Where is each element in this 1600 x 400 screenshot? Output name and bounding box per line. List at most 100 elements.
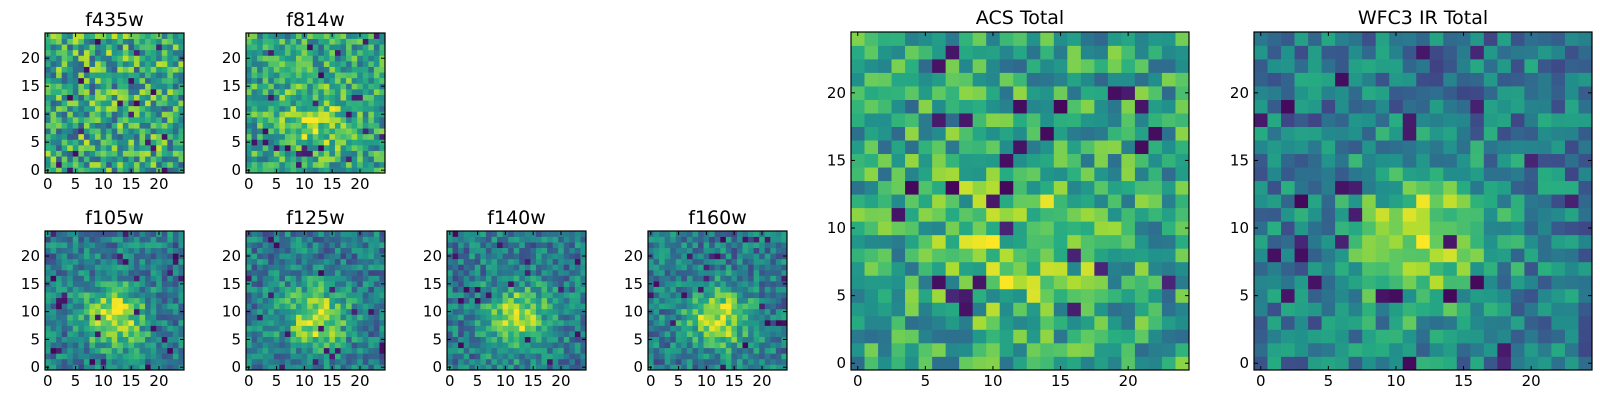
heatmap-cell: [851, 221, 865, 236]
heatmap-cell: [1402, 356, 1417, 371]
heatmap-cell: [1053, 329, 1068, 344]
heatmap-cell: [945, 329, 960, 344]
heatmap-cell: [519, 342, 526, 349]
heatmap-cell: [905, 180, 919, 195]
heatmap-cell: [703, 325, 710, 332]
heatmap-cell: [351, 269, 358, 276]
heatmap-cell: [106, 49, 113, 56]
heatmap-cell: [1067, 180, 1082, 195]
heatmap-cell: [535, 236, 542, 243]
heatmap-cell: [61, 269, 68, 276]
heatmap-cell: [139, 150, 146, 157]
heatmap-cell: [563, 353, 570, 360]
heatmap-cell: [458, 247, 465, 254]
heatmap-cell: [150, 49, 157, 56]
heatmap-cell: [775, 236, 782, 243]
heatmap-cell: [117, 38, 124, 45]
heatmap-cell: [485, 286, 492, 293]
heatmap-cell: [692, 353, 699, 360]
heatmap-cell: [753, 358, 760, 365]
heatmap-cell: [458, 308, 465, 315]
heatmap-cell: [312, 331, 319, 337]
heatmap-cell: [56, 38, 63, 45]
heatmap-cell: [474, 308, 481, 315]
heatmap-cell: [547, 364, 553, 371]
heatmap-cell: [100, 128, 107, 135]
heatmap-cell: [563, 319, 570, 326]
heatmap-cell: [312, 347, 319, 354]
heatmap-cell: [1094, 167, 1109, 182]
heatmap-cell: [474, 253, 481, 260]
heatmap-cell: [686, 319, 693, 326]
heatmap-cell: [117, 33, 124, 39]
heatmap-cell: [447, 358, 453, 365]
heatmap-cell: [351, 44, 358, 51]
heatmap-cell: [1497, 342, 1512, 357]
heatmap-cell: [161, 325, 168, 332]
heatmap-cell: [1040, 234, 1055, 249]
heatmap-cell: [301, 314, 308, 321]
heatmap-cell: [161, 167, 168, 174]
heatmap-cell: [547, 281, 553, 287]
heatmap-cell: [547, 342, 553, 349]
heatmap-cell: [100, 94, 107, 101]
heatmap-cell: [563, 297, 570, 304]
heatmap-cell: [1483, 275, 1498, 290]
heatmap-cell: [753, 275, 760, 282]
heatmap-cell: [117, 49, 124, 56]
heatmap-cell: [905, 99, 919, 114]
heatmap-cell: [864, 86, 879, 100]
heatmap-cell: [56, 258, 63, 265]
heatmap-cell: [78, 44, 85, 51]
heatmap-cell: [368, 336, 375, 343]
heatmap-cell: [279, 49, 286, 56]
heatmap-cell: [670, 286, 677, 293]
heatmap-cell: [664, 297, 671, 304]
heatmap-cell: [279, 150, 286, 157]
heatmap-cell: [111, 303, 118, 310]
heatmap-cell: [284, 281, 291, 287]
heatmap-cell: [161, 297, 168, 304]
heatmap-cell: [334, 308, 341, 315]
heatmap-cell: [972, 167, 987, 182]
heatmap-cell: [95, 94, 101, 101]
heatmap-cell: [323, 342, 330, 349]
heatmap-cell: [508, 325, 515, 332]
heatmap-cell: [1107, 140, 1122, 155]
heatmap-cell: [67, 331, 74, 337]
heatmap-cell: [357, 72, 364, 79]
heatmap-cell: [268, 364, 275, 371]
heatmap-cell: [709, 353, 716, 360]
heatmap-cell: [664, 319, 671, 326]
heatmap-cell: [1497, 207, 1512, 222]
heatmap-cell: [541, 264, 548, 271]
heatmap-cell: [296, 145, 302, 151]
heatmap-cell: [379, 231, 386, 237]
heatmap-cell: [742, 314, 749, 321]
heatmap-cell: [497, 364, 503, 371]
heatmap-cell: [45, 100, 51, 107]
heatmap-cell: [78, 258, 85, 265]
heatmap-cell: [268, 161, 275, 168]
heatmap-cell: [122, 66, 129, 73]
heatmap-cell: [1524, 194, 1539, 209]
heatmap-cell: [653, 308, 660, 315]
heatmap-cell: [150, 38, 157, 45]
heatmap-cell: [1040, 32, 1055, 46]
heatmap-cell: [986, 248, 1001, 263]
heatmap-cell: [167, 105, 174, 112]
heatmap-cell: [83, 247, 90, 254]
heatmap-cell: [379, 303, 386, 310]
heatmap-cell: [262, 145, 269, 151]
heatmap-cell: [480, 331, 487, 337]
heatmap-cell: [334, 61, 341, 67]
heatmap-cell: [764, 231, 771, 237]
heatmap-cell: [1080, 329, 1095, 344]
heatmap-cell: [558, 303, 565, 310]
heatmap-cell: [932, 275, 946, 290]
heatmap-cell: [268, 281, 275, 287]
heatmap-cell: [72, 139, 79, 146]
heatmap-cell: [714, 358, 721, 365]
y-tick-label: 10: [21, 303, 40, 321]
heatmap-cell: [373, 264, 380, 271]
